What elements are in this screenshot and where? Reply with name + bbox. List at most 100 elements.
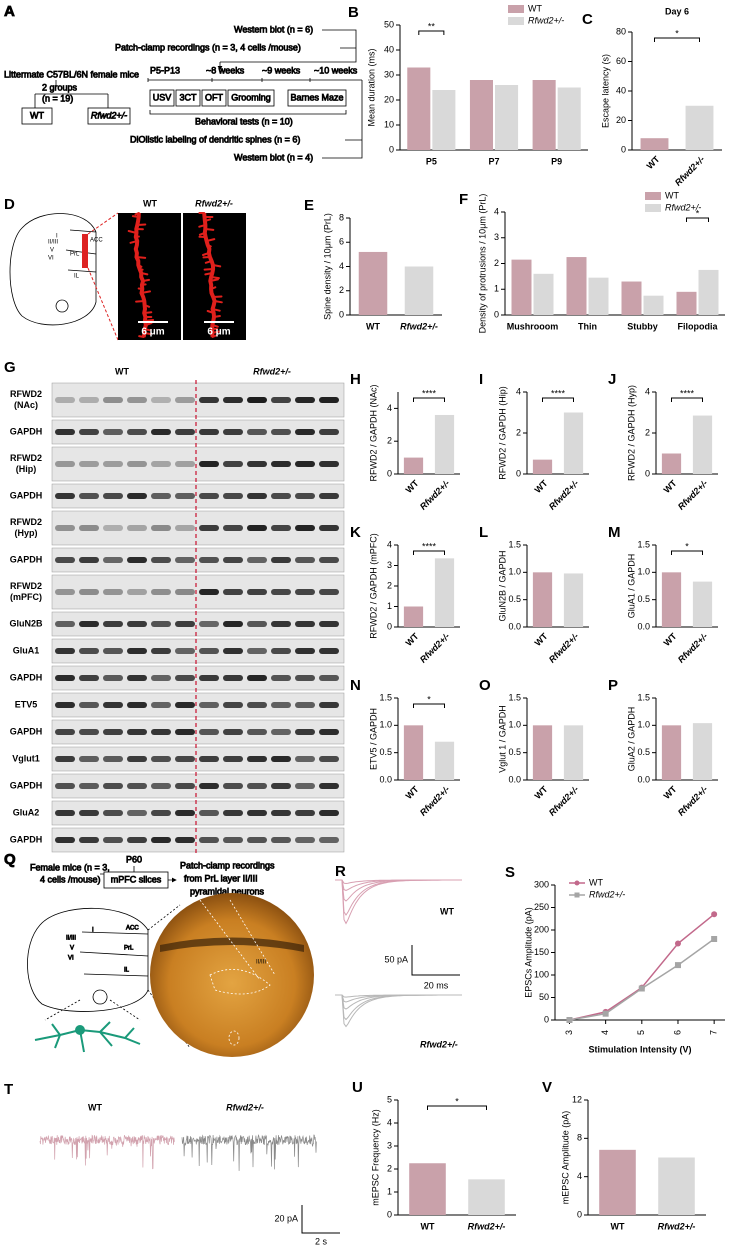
y-tick-label: 1.0 [379, 720, 392, 730]
band [79, 648, 99, 654]
y-tick-label: 1.5 [637, 692, 650, 702]
band [103, 525, 123, 531]
band [127, 702, 147, 708]
y-tick-label: 0.0 [508, 774, 521, 784]
box [287, 89, 347, 107]
bar [434, 558, 455, 627]
band [199, 589, 219, 595]
band [55, 621, 75, 627]
trace [335, 994, 462, 1010]
panel-d: D I II/III V VI ACC PrL IL WT Rfwd2+/- 6… [4, 196, 246, 341]
x-tick-label: Rfwd2+/- [547, 478, 581, 512]
band [175, 729, 195, 735]
legend-label: Rfwd2+/- [665, 202, 701, 212]
marker [566, 1017, 573, 1023]
band [79, 810, 99, 816]
x-tick-label: WT [662, 478, 679, 495]
text: pyramidal neurons [190, 886, 265, 896]
scale-bar [411, 945, 460, 976]
band [151, 621, 171, 627]
text: P60 [126, 854, 142, 864]
x-tick-label: P7 [488, 156, 499, 166]
scale-label: 20 pA [274, 1213, 298, 1223]
band [127, 397, 147, 403]
text: WT [30, 110, 44, 120]
box [103, 871, 169, 889]
y-tick-label: 20 [616, 115, 626, 125]
trace-label: Rfwd2+/- [420, 1039, 458, 1049]
region-label: V [50, 248, 54, 254]
blot-label: GAPDH [10, 490, 43, 500]
region-label: VI [48, 256, 54, 262]
x-tick-label: 6 [672, 1030, 682, 1035]
x-tick-label: Rfwd2+/- [418, 784, 452, 818]
band [55, 675, 75, 681]
text: Behavioral tests (n = 10) [195, 116, 293, 126]
y-tick-label: 0.5 [508, 594, 521, 604]
trace [335, 994, 462, 1028]
region-label: II/III [256, 960, 266, 966]
band [271, 557, 291, 563]
band [55, 525, 75, 531]
scale-label: 20 ms [424, 980, 449, 990]
region-label: VI [68, 956, 74, 962]
band [199, 461, 219, 467]
y-tick-label: 6 [339, 237, 344, 247]
x-tick-label: WT [533, 478, 550, 495]
blot-label: RFWD2 [10, 389, 42, 399]
y-tick-label: 20 [384, 94, 394, 104]
y-axis-label: Mean duration (ms) [366, 48, 376, 126]
blot-label: (NAc) [14, 400, 38, 410]
bar [532, 80, 556, 150]
x-tick-label: P5 [426, 156, 437, 166]
band [271, 702, 291, 708]
y-axis-label: RFWD2 / GAPDH (NAc) [368, 384, 378, 481]
trace-label: Rfwd2+/- [226, 1102, 264, 1112]
band [79, 675, 99, 681]
band [295, 702, 315, 708]
blot-label: (mPFC) [10, 592, 42, 602]
band [295, 648, 315, 654]
band [55, 729, 75, 735]
band [199, 783, 219, 789]
band [223, 648, 243, 654]
band [295, 557, 315, 563]
significance-label: **** [551, 388, 566, 398]
panel-label: G [4, 359, 16, 376]
text: 3CT [179, 92, 197, 102]
band [295, 397, 315, 403]
y-tick-label: 40 [384, 44, 394, 54]
x-tick-label: WT [645, 154, 662, 171]
band [79, 525, 99, 531]
band [199, 837, 219, 843]
band [103, 729, 123, 735]
significance-bracket [418, 30, 445, 35]
micrograph [118, 213, 181, 340]
band [103, 429, 123, 435]
marker [638, 985, 645, 992]
panel-label: Q [4, 851, 16, 868]
panel-label: H [350, 371, 361, 388]
panel-label: E [304, 197, 314, 214]
band [271, 729, 291, 735]
band [199, 675, 219, 681]
band [55, 783, 75, 789]
slice-outline [199, 899, 276, 995]
region-label: II/III [48, 240, 58, 246]
panel-label: N [350, 677, 361, 694]
band [175, 702, 195, 708]
band [319, 493, 339, 499]
trace [181, 1134, 317, 1171]
traces [39, 1134, 317, 1171]
band [223, 729, 243, 735]
x-tick-label: Rfwd2+/- [418, 478, 452, 512]
band [247, 589, 267, 595]
x-tick-label: WT [611, 1221, 625, 1231]
connector [34, 80, 109, 108]
band [271, 461, 291, 467]
band [223, 783, 243, 789]
band [175, 810, 195, 816]
significance-bracket [654, 37, 700, 42]
band [319, 397, 339, 403]
band [103, 756, 123, 762]
